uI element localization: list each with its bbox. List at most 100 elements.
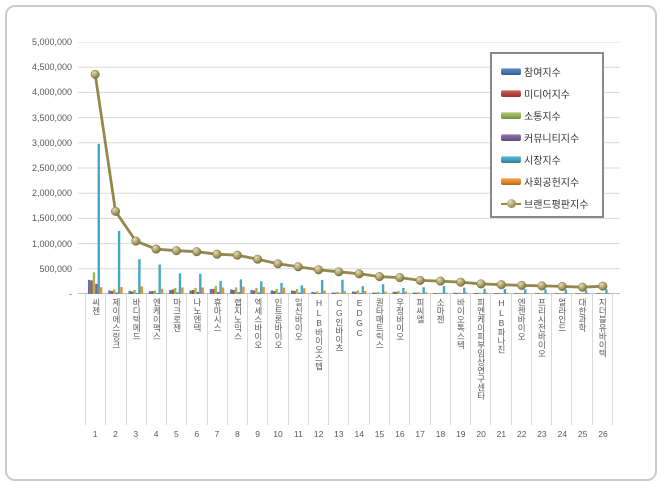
bar	[171, 289, 174, 294]
bar-series-2	[90, 280, 601, 294]
category-label: 엔젠바이오	[516, 298, 527, 341]
rank-number: 25	[577, 429, 588, 439]
category-cell: 우정바이오	[388, 294, 409, 425]
category-label: 퀀타매트릭스	[374, 298, 385, 349]
category-cell: 씨젠	[85, 294, 105, 425]
bar	[559, 293, 563, 294]
bar	[110, 290, 114, 294]
bar	[181, 287, 184, 294]
line-marker	[293, 262, 303, 272]
rank-number: 7	[214, 429, 220, 439]
line-marker	[395, 273, 405, 283]
category-cell: 지더블유바이텍	[591, 294, 613, 425]
bar	[494, 293, 497, 294]
rank-number: 3	[133, 429, 139, 439]
bar	[381, 284, 385, 294]
bar	[420, 293, 423, 294]
bar	[255, 287, 258, 294]
category-label: 일신바이오	[293, 298, 304, 341]
line-marker	[111, 206, 121, 216]
category-label: 프리시전바이오	[536, 298, 547, 358]
category-cell: 프리시전바이오	[530, 294, 551, 425]
bar	[212, 288, 215, 294]
bar	[602, 293, 606, 294]
legend-item: 참여지수	[501, 60, 602, 82]
legend-label: 커뮤니티지수	[524, 133, 580, 145]
bar	[282, 287, 286, 294]
bar	[199, 273, 202, 294]
bar	[160, 288, 164, 294]
bar	[318, 293, 321, 294]
category-cell: 퀀타매트릭스	[368, 294, 389, 425]
bar	[437, 292, 441, 294]
bar	[275, 288, 278, 294]
bar	[501, 293, 504, 294]
bar	[158, 264, 161, 294]
bar	[217, 291, 220, 294]
category-cell: 랩지노믹스	[226, 294, 247, 425]
rank-number: 16	[395, 429, 405, 439]
line-marker	[537, 281, 547, 291]
legend-swatch	[501, 89, 521, 97]
line-marker	[456, 277, 466, 287]
category-cell: 휴마시스	[206, 294, 227, 425]
category-label: 엑세스바이오	[253, 298, 264, 349]
bar	[516, 293, 520, 294]
line-marker	[598, 281, 608, 291]
bar	[402, 287, 405, 294]
chart-legend: 참여지수 미디어지수 소통지수 커뮤니티지수 시장지수 사회공헌지수 브랜드평판지수	[490, 52, 604, 218]
bar	[313, 292, 317, 294]
bar	[209, 288, 213, 294]
bar	[363, 290, 367, 294]
rank-number: 15	[374, 429, 385, 439]
bar	[392, 291, 395, 294]
bar	[128, 290, 131, 294]
bar	[270, 290, 274, 294]
bar	[514, 293, 517, 294]
category-label: 대한과학	[577, 298, 588, 332]
category-label: 바디텍메드	[131, 298, 142, 341]
bar-series-1	[87, 279, 599, 294]
category-label: HLB파나진	[496, 298, 507, 354]
y-tick-label: 2,500,000	[31, 163, 72, 173]
category-cell: 제이에스링크	[105, 294, 125, 425]
category-label: 우정바이오	[395, 298, 406, 341]
category-cell: 피씨엘	[409, 294, 429, 425]
bar	[435, 293, 438, 294]
bar	[519, 292, 522, 294]
line-marker	[354, 269, 364, 279]
bar	[506, 292, 509, 294]
category-cell: HLB바이오스텝	[307, 294, 328, 425]
bar	[399, 293, 403, 294]
legend-swatch	[501, 111, 521, 119]
bar	[442, 285, 446, 294]
rank-number: 2	[113, 429, 118, 439]
bar	[298, 292, 301, 294]
x-axis-rank-numbers: 1 2 3 4 5 6 7 8 9 10 11 12 13 14 15 16 17 18 19 20 21 22 23 24 2…	[85, 428, 613, 441]
bar	[356, 290, 360, 294]
legend-item: 소통지수	[501, 104, 602, 126]
legend-label: 참여지수	[524, 67, 561, 79]
bar	[214, 285, 217, 294]
bar	[99, 287, 103, 294]
bar	[483, 288, 486, 294]
line-marker	[151, 244, 161, 254]
y-tick-label: 3,000,000	[31, 137, 72, 148]
category-cell: 엔젠바이오	[510, 294, 531, 425]
line-marker	[131, 236, 141, 246]
legend-line-marker	[501, 198, 521, 208]
bar	[440, 293, 443, 294]
bar	[336, 291, 339, 294]
bar	[374, 292, 378, 294]
bar-series-6	[99, 286, 611, 294]
bar	[148, 291, 152, 294]
bar	[422, 287, 425, 294]
rank-number: 23	[537, 429, 547, 439]
rank-number: 20	[476, 429, 486, 439]
category-label: 얼라인드	[557, 298, 568, 332]
line-marker	[578, 282, 588, 292]
y-tick-label: 500,000	[39, 263, 72, 274]
bar	[291, 290, 294, 294]
rank-number: 21	[496, 429, 507, 439]
